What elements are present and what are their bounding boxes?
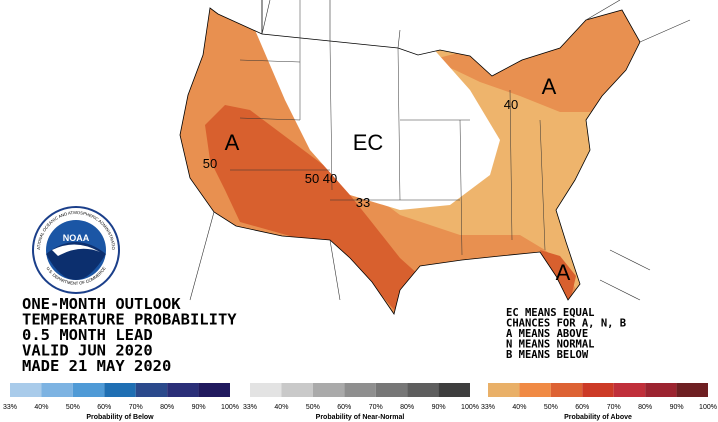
title-line: ONE-MONTH OUTLOOK: [22, 295, 181, 313]
legend-tick-label: 70%: [607, 404, 621, 411]
legend-tick-label: 50%: [66, 404, 80, 411]
title-line: 0.5 MONTH LEAD: [22, 326, 153, 344]
legend-swatch: [488, 383, 520, 397]
legend-tick-label: 80%: [638, 404, 652, 411]
legend-title: Probability of Above: [564, 414, 632, 421]
legend-tick-label: 60%: [97, 404, 111, 411]
legend-swatch: [519, 383, 551, 397]
region-label: A: [556, 260, 571, 285]
legend-swatch: [582, 383, 614, 397]
noaa-logo: NOAA NATIONAL OCEANIC AND ATMOSPHERIC AD…: [0, 0, 120, 294]
legend-swatch: [344, 383, 376, 397]
legend-tick-label: 40%: [512, 404, 526, 411]
legend-swatch: [198, 383, 230, 397]
legend-tick-label: 90%: [432, 404, 446, 411]
legend-swatch: [72, 383, 105, 397]
legend-tick-label: 33%: [481, 404, 495, 411]
legend-swatch: [613, 383, 646, 397]
legend-tick-label: 60%: [337, 404, 351, 411]
legend-tick-label: 40%: [34, 404, 48, 411]
legend-tick-label: 90%: [670, 404, 684, 411]
region-label: A: [542, 74, 557, 99]
legend-tick-label: 100%: [699, 404, 717, 411]
contour-label: 40: [323, 171, 337, 186]
legend-tick-label: 100%: [461, 404, 479, 411]
legend-swatch: [167, 383, 199, 397]
legend-swatch: [550, 383, 583, 397]
legend-tick-label: 70%: [129, 404, 143, 411]
legend-tick-label: 33%: [243, 404, 257, 411]
legend-title: Probability of Near-Normal: [316, 414, 405, 421]
legend-swatch: [104, 383, 136, 397]
region-label: EC: [353, 130, 384, 155]
title-line: VALID JUN 2020: [22, 342, 153, 360]
legend-tick-label: 100%: [221, 404, 239, 411]
contour-label: 33: [356, 195, 370, 210]
legend-tick-label: 80%: [160, 404, 174, 411]
legend-swatch: [135, 383, 168, 397]
legend-tick-label: 60%: [575, 404, 589, 411]
legend-swatch: [645, 383, 677, 397]
legend-swatch: [312, 383, 345, 397]
note-line: B MEANS BELOW: [506, 349, 589, 361]
legend-swatch: [281, 383, 313, 397]
legend-swatch: [407, 383, 439, 397]
legend-tick-label: 50%: [306, 404, 320, 411]
legend-tick-label: 70%: [369, 404, 383, 411]
contour-label: 40: [504, 97, 518, 112]
legend-tick-label: 33%: [3, 404, 17, 411]
legend-tick-label: 80%: [400, 404, 414, 411]
legend-tick-label: 50%: [544, 404, 558, 411]
region-label: A: [225, 130, 240, 155]
legend-tick-label: 90%: [192, 404, 206, 411]
logo-name: NOAA: [63, 233, 90, 243]
legend-swatch: [438, 383, 470, 397]
legend: 33% 40% 50% 60% 70% 80% 90% 100% Probability of …: [3, 383, 717, 421]
note-line: CHANCES FOR A, N, B: [506, 318, 626, 330]
title-line: MADE 21 MAY 2020: [22, 357, 171, 375]
legend-swatch: [375, 383, 408, 397]
contour-label: 50: [305, 171, 319, 186]
title-line: TEMPERATURE PROBABILITY: [22, 311, 237, 329]
legend-swatch: [250, 383, 282, 397]
legend-swatch: [10, 383, 42, 397]
legend-swatch: [41, 383, 73, 397]
note-line: N MEANS NORMAL: [506, 339, 595, 351]
legend-swatch: [676, 383, 708, 397]
note-line: EC MEANS EQUAL: [506, 307, 595, 319]
legend-title: Probability of Below: [86, 414, 154, 421]
legend-tick-label: 40%: [274, 404, 288, 411]
contour-label: 50: [203, 156, 217, 171]
note-line: A MEANS ABOVE: [506, 328, 588, 340]
boundaries: [179, 0, 691, 315]
map-labels: A A A EC 50 50 40 40 33: [203, 74, 571, 285]
